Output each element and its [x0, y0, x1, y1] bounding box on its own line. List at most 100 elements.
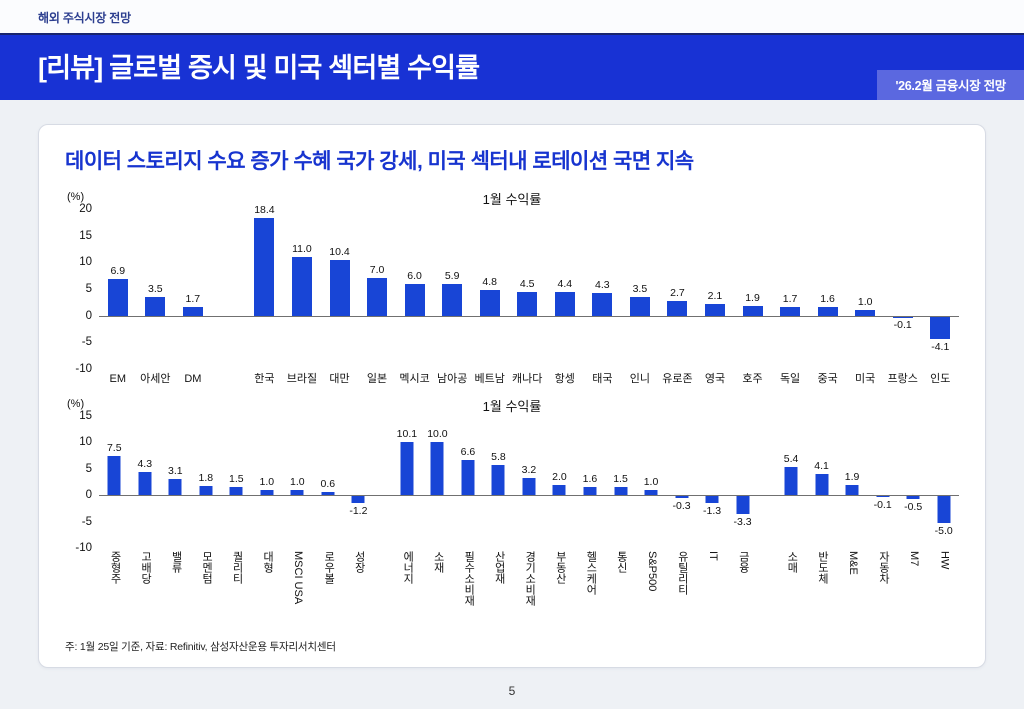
x-label-slot: 일본 [358, 372, 396, 386]
bar [461, 460, 475, 496]
x-label-slot: 고배당 [130, 551, 161, 633]
x-axis-label: 항셍 [554, 373, 575, 385]
x-axis-label: 인도 [930, 373, 951, 385]
bar-value-label: 1.6 [582, 472, 598, 485]
y-axis: 15 10 5 0 -5 -10 [65, 410, 99, 554]
x-axis-label: 고배당 [139, 551, 152, 584]
x-label-slot: 독일 [771, 372, 809, 386]
x-label-slot: 중국 [809, 372, 847, 386]
bar-slot: 1.7 [174, 209, 212, 369]
x-axis-label: 중국 [817, 373, 838, 385]
y-tick-label: 5 [85, 283, 92, 295]
bar-value-label: 1.9 [844, 471, 860, 484]
bar [291, 257, 312, 316]
bar-value-label: 0.6 [320, 478, 336, 491]
bar-value-label: 3.1 [167, 464, 183, 477]
bar-value-label: 1.0 [259, 475, 275, 488]
bar-value-label: 1.5 [613, 473, 628, 486]
bar-value-label: 11.0 [292, 243, 312, 255]
bar-value-label: 7.5 [106, 441, 122, 454]
zero-axis-line [99, 495, 959, 497]
x-axis-label: 필수소비재 [462, 551, 475, 606]
bar [592, 292, 613, 316]
bar-value-label: -0.1 [893, 319, 912, 332]
bar-slot: 3.1 [160, 416, 191, 548]
bar [107, 455, 121, 496]
x-label-slot: IT [697, 551, 728, 633]
page-title: [리뷰] 글로벌 증시 및 미국 섹터별 수익률 [38, 53, 480, 83]
x-label-slot: 모멘텀 [191, 551, 222, 633]
x-labels: EM 아세안 DM 한국 브라질 대만 일본 멕시코 남아공 베트남 캐나다 항셍 태국 인니 유로존 영국 호… [99, 372, 959, 386]
bar-slot: 1.0 [636, 416, 667, 548]
x-label-slot: M7 [898, 551, 929, 633]
bar [145, 297, 166, 316]
plot-area: 6.9 3.5 1.7 18.4 11.0 10.4 7.0 6.0 5.9 4.8 4.5 4.4 4… [99, 204, 959, 369]
x-axis-label: 영국 [704, 373, 726, 385]
bar-slot: 4.4 [546, 209, 584, 369]
bar-value-label: 3.5 [632, 283, 648, 295]
group-gap [758, 416, 776, 548]
x-label-slot: 소재 [422, 551, 453, 633]
plot-wrap: 6.9 3.5 1.7 18.4 11.0 10.4 7.0 6.0 5.9 4.8 4.5 4.4 4… [99, 204, 959, 386]
x-axis-label: 자동차 [877, 551, 890, 584]
x-axis-label: 한국 [254, 373, 275, 385]
bar-value-label: 1.9 [745, 291, 760, 304]
bar-value-label: 1.7 [185, 292, 201, 305]
bar [290, 489, 304, 496]
bar-slot: -0.1 [884, 209, 922, 369]
bar-value-label: 10.0 [427, 428, 448, 441]
x-axis-label: 소재 [432, 551, 445, 573]
bar [937, 496, 951, 523]
x-axis-label: 독일 [779, 373, 801, 385]
x-label-slot: 아세안 [137, 372, 175, 386]
bar [583, 486, 597, 496]
x-label-slot: 에너지 [392, 551, 423, 633]
bar-slot: 4.3 [130, 416, 161, 548]
bar-slot: -0.5 [898, 416, 929, 548]
bar [199, 485, 213, 496]
x-axis-label: 멕시코 [399, 373, 430, 385]
x-axis-label: 중형주 [109, 551, 122, 584]
y-tick-label: 10 [79, 256, 92, 269]
x-label-slot: 영국 [696, 372, 734, 386]
bar-slot: 10.1 [392, 416, 423, 548]
bar-slot: 2.7 [659, 209, 697, 369]
x-axis-label: 인니 [629, 373, 650, 385]
bar-slot: 4.1 [806, 416, 837, 548]
bar-value-label: 6.9 [110, 264, 126, 277]
group-gap [212, 209, 246, 369]
bar-slot: 1.9 [734, 209, 772, 369]
bar-slot: 1.5 [605, 416, 636, 548]
x-axis-label: 퀄리티 [231, 551, 244, 584]
card-headline: 데이터 스토리지 수요 증가 수혜 국가 강세, 미국 섹터내 로테이션 국면 … [65, 150, 694, 173]
bar-value-label: 2.0 [552, 470, 567, 483]
bar-slot: 5.8 [483, 416, 514, 548]
bar-slot: 7.0 [358, 209, 396, 369]
edition-badge: '26.2월 금융시장 전망 [877, 70, 1024, 100]
bar [182, 306, 203, 316]
bar-slot: 3.5 [621, 209, 659, 369]
bar-slot: 6.9 [99, 209, 137, 369]
x-label-slot: 밸류 [160, 551, 191, 633]
x-label-slot: 필수소비재 [453, 551, 484, 633]
x-labels: 중형주 고배당 밸류 모멘텀 퀄리티 대형 MSCI USA 로우볼 성장 에너지 소재 필수소비재 산… [99, 551, 959, 633]
x-label-slot: 로우볼 [313, 551, 344, 633]
eyebrow-text: 해외 주식시장 전망 [38, 11, 131, 25]
bar [351, 496, 365, 503]
y-tick-label: 5 [85, 462, 92, 475]
bar-value-label: 4.5 [519, 277, 535, 290]
bar-value-label: 4.3 [595, 278, 610, 291]
x-axis-label: 소매 [785, 551, 798, 573]
bar-slot: 6.0 [396, 209, 434, 369]
bar-value-label: 4.4 [557, 278, 573, 291]
bar-value-label: -1.3 [703, 505, 722, 518]
y-tick-label: 10 [79, 436, 92, 449]
bar [168, 478, 182, 496]
bar [430, 442, 444, 496]
bar-value-label: -1.2 [349, 504, 368, 517]
bar-slot: -4.1 [921, 209, 959, 369]
bar-slot: 6.6 [453, 416, 484, 548]
x-label-slot: 중형주 [99, 551, 130, 633]
bar-value-label: 2.1 [707, 290, 723, 303]
bar [442, 284, 463, 316]
